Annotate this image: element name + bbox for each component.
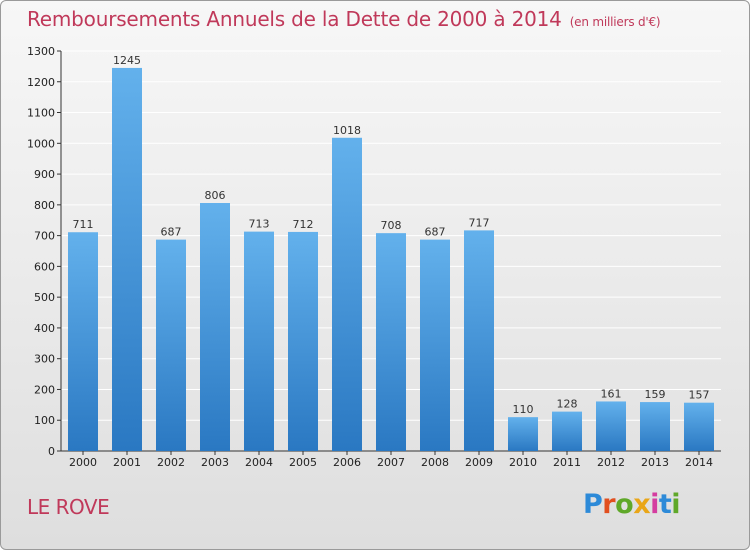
data-label-2011: 128 <box>557 398 578 411</box>
bar-2006 <box>332 137 362 451</box>
data-label-2013: 159 <box>645 388 666 401</box>
bar-2001 <box>112 67 142 451</box>
y-tick-label: 100 <box>34 414 55 427</box>
y-tick-label: 0 <box>48 445 55 458</box>
y-tick-label: 400 <box>34 322 55 335</box>
data-labels: 711 1245 687 806 713 712 1018 708 687 717 110 128 16… <box>73 54 710 416</box>
y-tick-label: 600 <box>34 260 55 273</box>
bar-2002 <box>156 239 186 451</box>
chart-title-text: Remboursements Annuels de la Dette de 20… <box>27 7 562 31</box>
logo-letter: x <box>633 489 651 520</box>
data-label-2009: 717 <box>469 216 490 229</box>
data-label-2014: 157 <box>689 389 710 402</box>
x-tick-label: 2013 <box>641 456 669 469</box>
x-tick-label: 2011 <box>553 456 581 469</box>
bar-2013 <box>640 402 670 451</box>
y-tick-label: 300 <box>34 353 55 366</box>
bar-2014 <box>684 402 714 451</box>
x-tick-label: 2003 <box>201 456 229 469</box>
data-label-2012: 161 <box>601 387 622 400</box>
bar-2004 <box>244 231 274 451</box>
chart-subtitle: (en milliers d'€) <box>569 15 661 29</box>
x-tick-label: 2008 <box>421 456 449 469</box>
data-label-2005: 712 <box>293 218 314 231</box>
bars <box>68 67 714 451</box>
bar-2008 <box>420 239 450 451</box>
x-tick-label: 2009 <box>465 456 493 469</box>
data-label-2000: 711 <box>73 218 94 231</box>
y-tick-label: 800 <box>34 199 55 212</box>
x-tick-label: 2005 <box>289 456 317 469</box>
logo-letter: P <box>583 489 603 520</box>
logo-letter: o <box>615 489 634 520</box>
logo-letter: i <box>671 489 681 520</box>
bar-2011 <box>552 411 582 451</box>
data-label-2001: 1245 <box>113 54 141 67</box>
bar-2012 <box>596 401 626 451</box>
y-tick-label: 200 <box>34 383 55 396</box>
y-tick-label: 1000 <box>27 137 55 150</box>
x-tick-label: 2007 <box>377 456 405 469</box>
y-tick-label: 1300 <box>27 45 55 58</box>
y-tick-label: 1200 <box>27 76 55 89</box>
commune-name: LE ROVE <box>27 495 110 519</box>
x-tick-label: 2000 <box>69 456 97 469</box>
bar-2005 <box>288 231 318 451</box>
logo-letter: t <box>658 489 672 520</box>
data-label-2003: 806 <box>205 189 226 202</box>
x-tick-label: 2002 <box>157 456 185 469</box>
bar-2010 <box>508 417 538 451</box>
proxiti-logo[interactable]: Proxiti <box>583 489 681 520</box>
bar-2009 <box>464 230 494 451</box>
logo-letter: i <box>650 489 659 520</box>
bar-2000 <box>68 232 98 451</box>
y-tick-label: 1100 <box>27 107 55 120</box>
logo-letter: r <box>602 489 616 520</box>
y-tick-label: 700 <box>34 230 55 243</box>
data-label-2008: 687 <box>425 226 446 239</box>
data-label-2002: 687 <box>161 226 182 239</box>
bar-2003 <box>200 203 230 451</box>
chart-title: Remboursements Annuels de la Dette de 20… <box>27 7 661 31</box>
bar-2007 <box>376 233 406 451</box>
data-label-2004: 713 <box>249 218 270 231</box>
y-tick-label: 900 <box>34 168 55 181</box>
y-tick-label: 500 <box>34 291 55 304</box>
data-label-2007: 708 <box>381 219 402 232</box>
x-tick-label: 2010 <box>509 456 537 469</box>
x-tick-label: 2004 <box>245 456 273 469</box>
data-label-2006: 1018 <box>333 124 361 137</box>
x-tick-label: 2001 <box>113 456 141 469</box>
x-tick-label: 2014 <box>685 456 713 469</box>
x-tick-label: 2012 <box>597 456 625 469</box>
x-tick-label: 2006 <box>333 456 361 469</box>
data-label-2010: 110 <box>513 403 534 416</box>
